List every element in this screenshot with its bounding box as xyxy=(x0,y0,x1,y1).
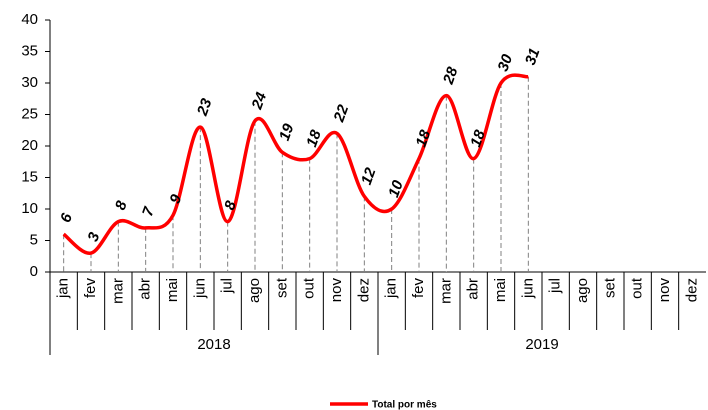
x-tick-label: ago xyxy=(246,278,263,303)
data-label: 24 xyxy=(248,89,270,112)
y-tick-label: 15 xyxy=(21,168,38,185)
x-tick-label: abr xyxy=(137,278,154,300)
x-tick-label: fev xyxy=(82,278,99,299)
x-tick-label: fev xyxy=(410,278,427,299)
data-label: 31 xyxy=(522,46,544,67)
x-tick-label: jun xyxy=(519,278,536,299)
data-label: 22 xyxy=(330,102,352,125)
x-tick-label: out xyxy=(629,277,646,299)
x-tick-label: out xyxy=(301,277,318,299)
data-label: 8 xyxy=(112,198,131,212)
x-tick-label: jun xyxy=(191,278,208,299)
data-label: 30 xyxy=(495,52,517,74)
data-label: 18 xyxy=(413,127,435,149)
x-tick-label: mai xyxy=(492,278,509,302)
data-label: 7 xyxy=(139,204,158,218)
legend-label: Total por mês xyxy=(372,400,437,410)
x-tick-label: dez xyxy=(355,278,372,302)
y-tick-label: 20 xyxy=(21,137,38,154)
series-line xyxy=(62,73,529,255)
x-tick-label: nov xyxy=(656,278,673,303)
data-label: 18 xyxy=(467,127,489,149)
x-tick-label: jul xyxy=(547,278,564,294)
y-tick-label: 35 xyxy=(21,42,38,59)
data-label: 28 xyxy=(440,64,462,87)
y-tick-label: 40 xyxy=(21,11,38,28)
x-tick-label: nov xyxy=(328,278,345,303)
x-tick-label: jan xyxy=(383,278,400,299)
data-label: 19 xyxy=(276,121,298,143)
data-label: 12 xyxy=(358,165,380,187)
data-label: 6 xyxy=(57,211,76,225)
x-tick-label: set xyxy=(601,277,618,298)
x-tick-label: abr xyxy=(465,278,482,300)
group-label: 2019 xyxy=(525,336,558,353)
x-tick-label: mar xyxy=(109,278,126,304)
y-tick-label: 5 xyxy=(30,231,38,248)
x-tick-label: jan xyxy=(55,278,72,299)
y-tick-label: 25 xyxy=(21,105,38,122)
x-tick-label: ago xyxy=(574,278,591,303)
x-tick-label: mar xyxy=(437,278,454,304)
x-tick-label: set xyxy=(273,277,290,298)
data-label: 23 xyxy=(194,96,216,119)
data-label: 9 xyxy=(167,192,186,206)
y-tick-label: 30 xyxy=(21,74,38,91)
x-tick-label: mai xyxy=(164,278,181,302)
y-tick-label: 0 xyxy=(30,263,38,280)
data-label: 18 xyxy=(303,127,325,149)
data-label: 10 xyxy=(385,178,407,200)
x-tick-label: dez xyxy=(683,278,700,302)
data-label: 3 xyxy=(85,230,104,244)
y-tick-label: 10 xyxy=(21,200,38,217)
group-label: 2018 xyxy=(197,336,230,353)
x-tick-label: jul xyxy=(219,278,236,294)
